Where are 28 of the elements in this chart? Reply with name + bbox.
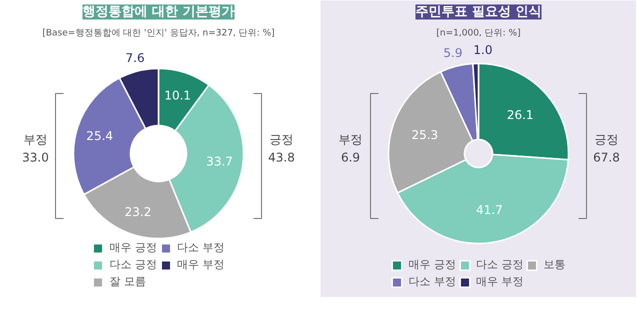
legend-label: 매우 부정 <box>177 257 224 272</box>
data-label: 5.9 <box>443 46 463 60</box>
data-label: 10.1 <box>164 88 192 103</box>
legend-label: 잘 모름 <box>110 274 146 289</box>
text: 긍정 43.8 <box>268 132 295 165</box>
data-label: 33.7 <box>206 154 233 169</box>
data-label: 41.7 <box>476 202 503 217</box>
text: 부정 33.0 <box>22 132 49 165</box>
data-label: 23.2 <box>124 204 152 219</box>
chart-title: 행정통합에 대한 기본평가 <box>82 4 235 20</box>
data-label: 25.3 <box>411 128 438 142</box>
legend-label: 보통 <box>544 257 566 272</box>
chart-subtitle: [n=1,000, 단위: %] <box>436 28 521 38</box>
data-label: 26.1 <box>506 108 534 122</box>
chart-title: 주민투표 필요성 인식 <box>415 4 542 20</box>
chart-subtitle: [Base=행정통합에 대한 '인지' 응답자, n=327, 단위: %] <box>42 28 275 38</box>
legend-label: 다소 부정 <box>177 240 224 255</box>
data-label: 7.6 <box>126 50 145 65</box>
legend-label: 매우 긍정 <box>408 257 456 272</box>
data-label: 25.4 <box>86 129 114 144</box>
data-label: 1.0 <box>473 43 493 58</box>
legend-label: 다소 긍정 <box>110 257 157 272</box>
text: 긍정 67.8 <box>593 132 620 165</box>
legend-label: 다소 긍정 <box>476 257 524 272</box>
text: 부정 6.9 <box>338 132 362 165</box>
legend-label: 다소 부정 <box>408 274 456 289</box>
legend-label: 매우 긍정 <box>110 240 157 255</box>
legend-label: 매우 부정 <box>476 274 524 289</box>
